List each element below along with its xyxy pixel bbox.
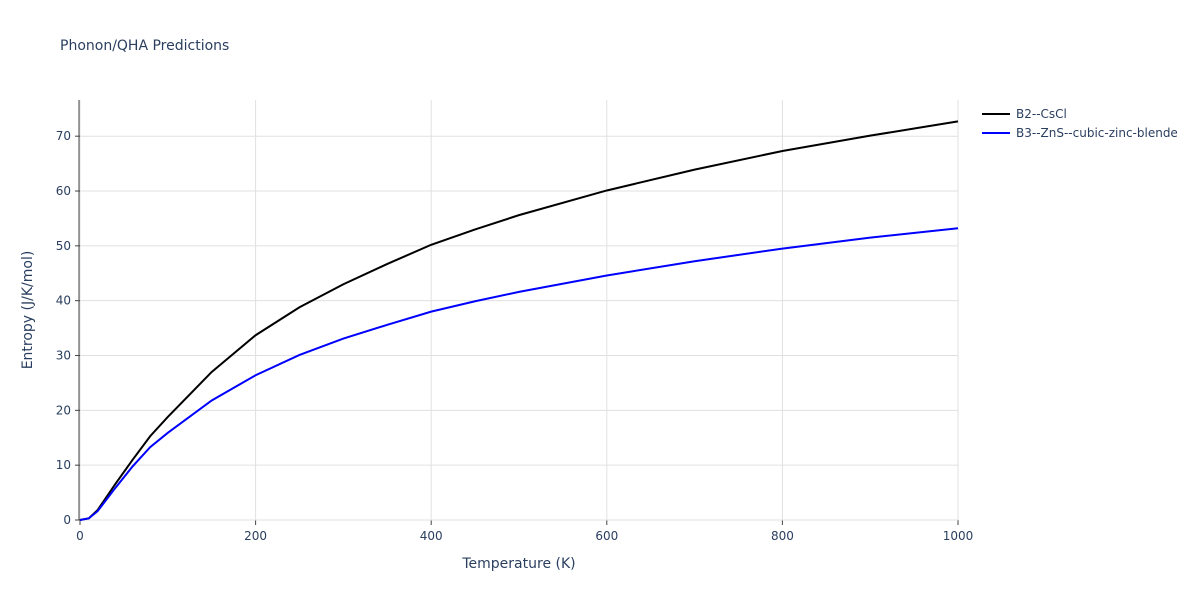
x-tick-label: 1000 <box>943 529 974 543</box>
x-tick-label: 0 <box>76 529 84 543</box>
y-tick-label: 0 <box>63 513 71 527</box>
x-tick-label: 200 <box>244 529 267 543</box>
legend-label: B3--ZnS--cubic-zinc-blende <box>1016 126 1178 140</box>
data-line <box>79 120 959 521</box>
y-axis-label: Entropy (J/K/mol) <box>20 251 36 370</box>
legend-label: B2--CsCl <box>1016 107 1067 121</box>
x-tick-label: 400 <box>420 529 443 543</box>
y-tick-label: 30 <box>56 349 71 363</box>
chart-title: Phonon/QHA Predictions <box>60 38 229 54</box>
y-tick-label: 70 <box>56 129 71 143</box>
data-line <box>79 227 959 521</box>
x-tick-label: 600 <box>595 529 618 543</box>
y-tick-label: 10 <box>56 458 71 472</box>
x-tick-label: 800 <box>771 529 794 543</box>
y-tick-label: 40 <box>56 294 71 308</box>
x-axis-label: Temperature (K) <box>461 556 575 572</box>
y-tick-label: 60 <box>56 184 71 198</box>
y-tick-label: 20 <box>56 403 71 417</box>
y-tick-label: 50 <box>56 239 71 253</box>
